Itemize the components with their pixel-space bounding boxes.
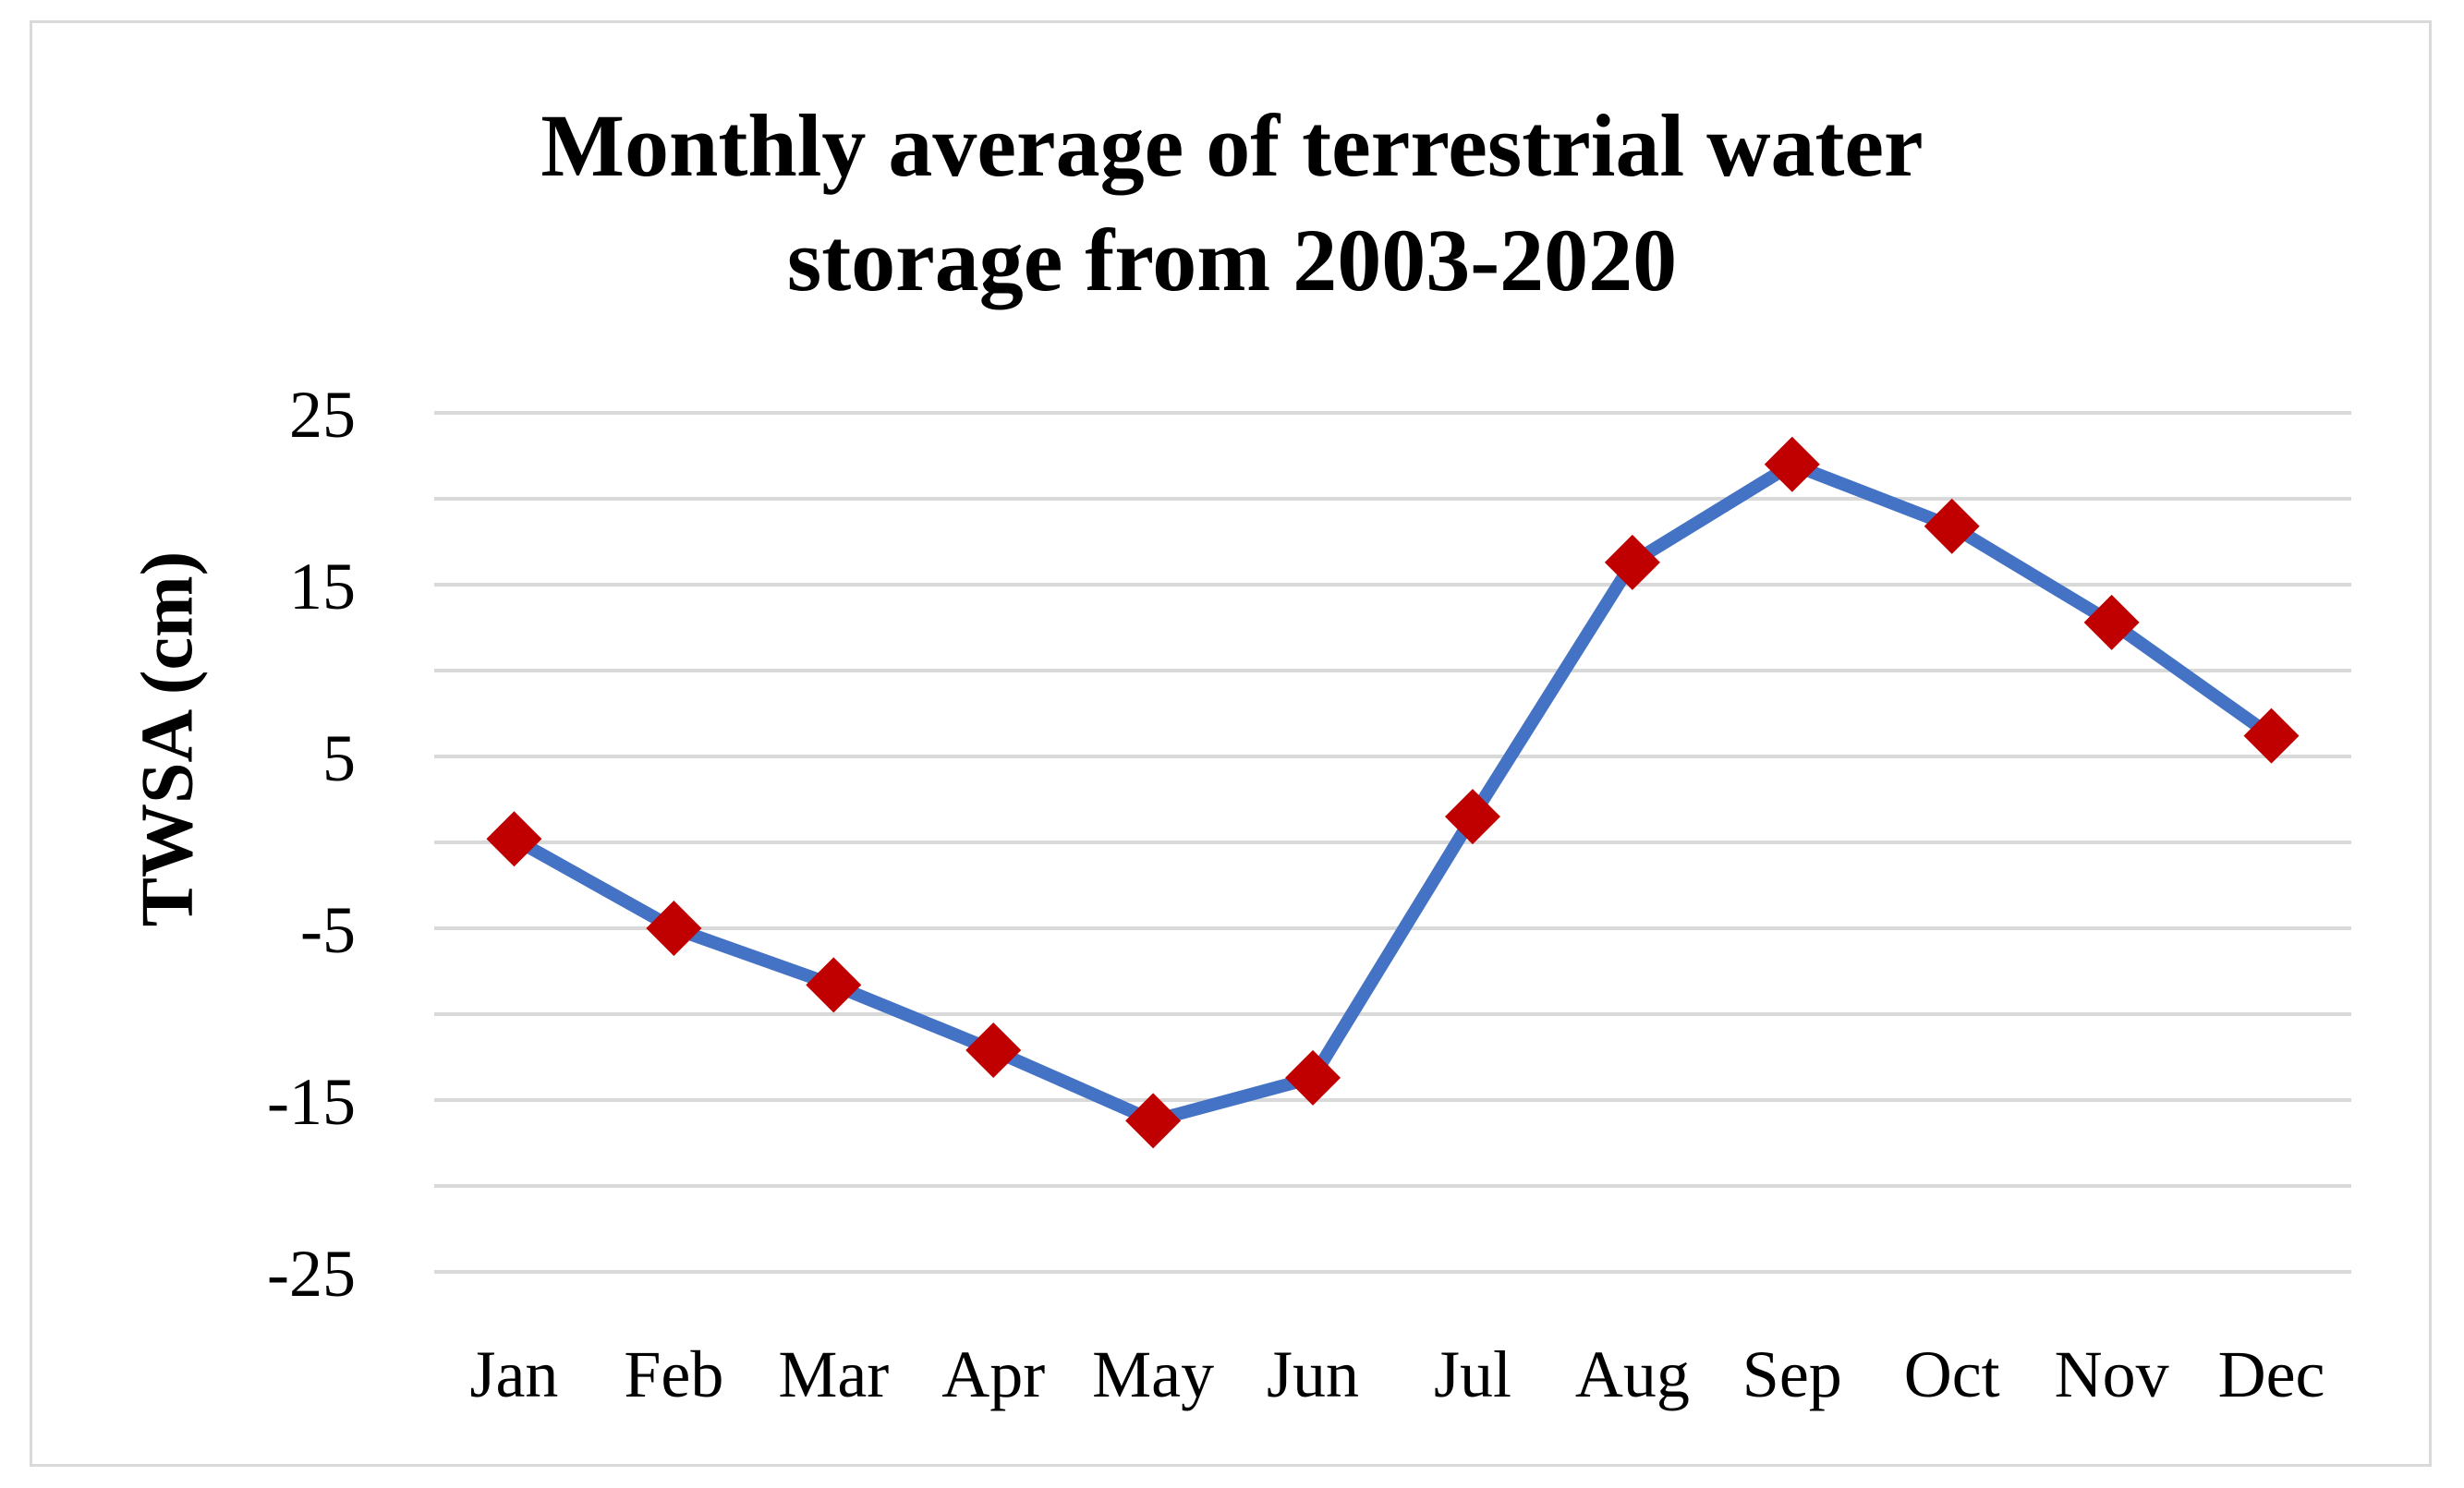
x-tick-labels: Jan Feb Mar Apr May Jun Jul Aug Sep Oct Nov Dec bbox=[469, 1337, 2324, 1411]
x-tick-label-oct: Oct bbox=[1904, 1337, 2000, 1411]
series-layer bbox=[486, 436, 2300, 1149]
x-tick-label-jan: Jan bbox=[469, 1337, 558, 1411]
chart-title: Monthly average of terrestrial water sto… bbox=[0, 89, 2464, 318]
x-tick-label-mar: Mar bbox=[778, 1337, 889, 1411]
data-point-sep bbox=[1764, 436, 1820, 492]
x-tick-label-jun: Jun bbox=[1267, 1337, 1359, 1411]
x-tick-label-sep: Sep bbox=[1742, 1337, 1842, 1411]
data-point-may bbox=[1125, 1093, 1182, 1149]
data-point-aug bbox=[1604, 534, 1660, 590]
chart-title-line-2: storage from 2003-2020 bbox=[786, 211, 1678, 309]
x-tick-label-apr: Apr bbox=[941, 1337, 1045, 1411]
data-point-apr bbox=[965, 1022, 1022, 1079]
chart-frame bbox=[30, 20, 2432, 1467]
x-tick-label-jul: Jul bbox=[1434, 1337, 1511, 1411]
series-line-0 bbox=[507, 457, 2278, 1128]
gridlines bbox=[434, 411, 2351, 1274]
x-tick-label-nov: Nov bbox=[2055, 1337, 2169, 1411]
data-point-mar bbox=[806, 957, 862, 1013]
y-tick-label-0: 25 bbox=[289, 378, 356, 452]
y-tick-labels: 25 15 5 -5 -15 -25 bbox=[267, 378, 356, 1311]
data-point-feb bbox=[646, 901, 702, 956]
x-tick-label-may: May bbox=[1092, 1337, 1214, 1411]
data-point-oct bbox=[1924, 498, 1980, 554]
x-tick-label-aug: Aug bbox=[1575, 1337, 1690, 1411]
x-tick-label-dec: Dec bbox=[2218, 1337, 2325, 1411]
y-tick-label-2: 5 bbox=[322, 721, 356, 795]
x-tick-label-feb: Feb bbox=[624, 1337, 723, 1411]
data-point-jun bbox=[1285, 1049, 1341, 1106]
y-tick-label-1: 15 bbox=[289, 550, 356, 623]
y-tick-label-4: -15 bbox=[267, 1065, 356, 1139]
data-point-nov bbox=[2083, 594, 2140, 650]
data-point-jul bbox=[1444, 789, 1500, 845]
chart-title-line-1: Monthly average of terrestrial water bbox=[540, 96, 1924, 195]
y-tick-label-5: -25 bbox=[267, 1237, 356, 1311]
y-tick-label-3: -5 bbox=[300, 893, 356, 967]
data-point-dec bbox=[2243, 708, 2300, 764]
data-point-jan bbox=[486, 811, 542, 867]
